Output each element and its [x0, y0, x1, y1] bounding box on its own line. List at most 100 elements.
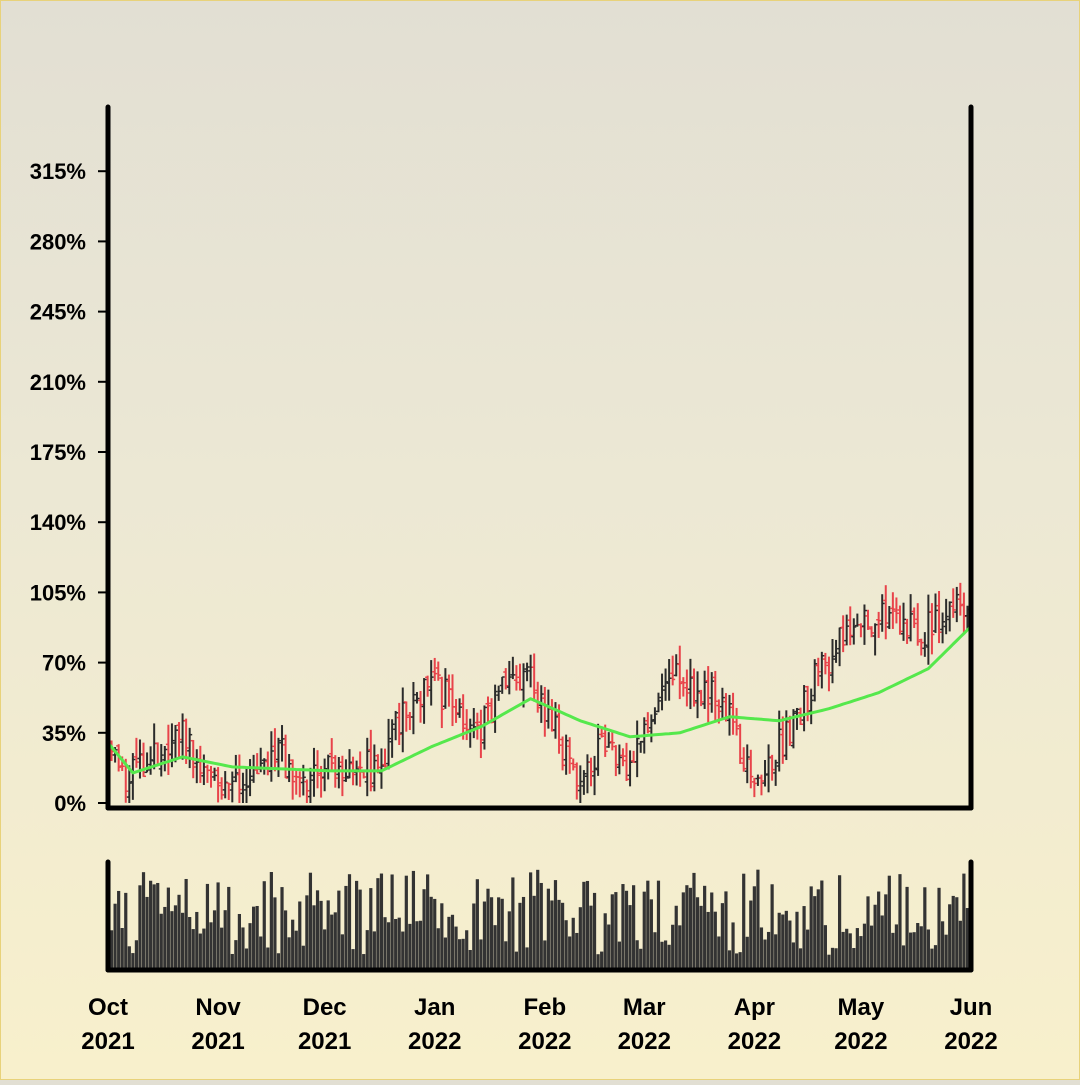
ohlc-bar — [659, 673, 665, 711]
volume-bar — [642, 891, 646, 970]
ohlc-bar — [915, 603, 921, 646]
volume-bar — [386, 922, 391, 970]
ohlc-bar — [400, 687, 406, 753]
ohlc-bar — [620, 748, 626, 767]
ohlc-bar — [418, 690, 424, 723]
moving-average-line — [106, 625, 973, 775]
volume-bar — [188, 917, 192, 970]
volume-bar — [220, 927, 224, 970]
ohlc-bar — [478, 709, 484, 759]
volume-bar — [443, 937, 447, 970]
volume-bar — [681, 892, 685, 970]
x-tick-year: 2021 — [191, 1028, 244, 1055]
ohlc-bar — [897, 605, 903, 635]
ohlc-bar — [918, 638, 924, 656]
volume-bar — [830, 947, 835, 970]
ohlc-bar — [588, 757, 594, 787]
ohlc-bar — [449, 674, 455, 727]
ohlc-bar — [567, 737, 573, 774]
ohlc-bar — [474, 712, 480, 740]
volume-bar — [955, 897, 959, 970]
ohlc-bar — [950, 588, 956, 618]
ohlc-bar — [655, 692, 661, 713]
ohlc-bar — [819, 651, 825, 689]
volume-bar — [152, 884, 156, 970]
volume-bar — [674, 905, 678, 970]
volume-bar — [479, 939, 483, 970]
ohlc-bar — [208, 766, 214, 788]
ohlc-bar — [638, 740, 644, 753]
volume-bar — [362, 954, 366, 970]
volume-bar — [912, 932, 916, 970]
volume-bar — [355, 880, 359, 970]
volume-bar — [252, 906, 256, 970]
ohlc-bar — [226, 782, 232, 800]
ohlc-bar — [524, 662, 530, 682]
ohlc-bar — [705, 666, 711, 723]
volume-bar — [699, 905, 703, 970]
volume-bar — [617, 941, 622, 970]
volume-bar — [820, 880, 824, 970]
ohlc-bar — [428, 660, 434, 706]
ohlc-bar — [236, 754, 242, 803]
volume-bar — [333, 912, 337, 970]
ohlc-bar — [272, 728, 278, 772]
volume-bar — [827, 954, 831, 970]
ohlc-bar — [126, 765, 132, 803]
volume-bar — [518, 902, 522, 970]
volume-bar — [298, 901, 302, 970]
ohlc-bar — [624, 742, 630, 782]
ohlc-bar — [648, 714, 654, 743]
volume-bar — [262, 881, 266, 970]
ohlc-bar — [165, 724, 171, 775]
ohlc-bar — [616, 744, 622, 775]
ohlc-bar — [901, 602, 907, 641]
volume-bar — [841, 931, 845, 970]
ohlc-bar — [371, 744, 377, 792]
volume-bar — [770, 884, 774, 970]
volume-bar — [816, 889, 820, 970]
volume-bar — [266, 947, 270, 970]
volume-bar — [124, 892, 128, 970]
volume-bar — [720, 903, 724, 970]
ohlc-bar — [492, 684, 498, 733]
volume-bar — [745, 936, 749, 970]
volume-bar — [369, 888, 373, 970]
volume-bar — [653, 932, 657, 970]
volume-bar — [205, 883, 210, 970]
ohlc-bar — [158, 744, 164, 777]
volume-bar — [550, 900, 554, 970]
ohlc-bar — [794, 707, 800, 730]
volume-bar — [685, 885, 689, 970]
ohlc-bar — [908, 594, 914, 642]
volume-bar — [450, 914, 455, 970]
ohlc-bar — [517, 663, 523, 691]
volume-bar — [514, 951, 519, 970]
ohlc-bar — [663, 668, 669, 701]
volume-bar — [408, 923, 412, 970]
volume-bar — [127, 946, 131, 970]
volume-bar — [909, 932, 913, 970]
ohlc-bar — [829, 639, 835, 684]
ohlc-bar — [790, 709, 796, 749]
volume-bar — [873, 904, 877, 970]
ohlc-bar — [940, 612, 946, 644]
volume-bar — [149, 880, 153, 970]
ohlc-bar — [499, 676, 505, 694]
ohlc-bar — [155, 742, 161, 766]
ohlc-bar — [766, 744, 772, 793]
ohlc-bar — [393, 710, 399, 741]
ohlc-bar — [244, 767, 250, 803]
ohlc-bar — [403, 701, 409, 732]
ohlc-bar — [176, 722, 182, 759]
volume-bar — [742, 873, 746, 970]
volume-bar — [489, 897, 494, 970]
ohlc-bar — [861, 604, 867, 645]
volume-bar — [472, 903, 476, 970]
volume-bar — [308, 872, 313, 970]
ohlc-bar — [329, 738, 335, 770]
volume-bar — [724, 891, 728, 970]
volume-bar — [919, 926, 923, 970]
ohlc-bar — [840, 615, 846, 653]
ohlc-bar — [187, 727, 193, 769]
